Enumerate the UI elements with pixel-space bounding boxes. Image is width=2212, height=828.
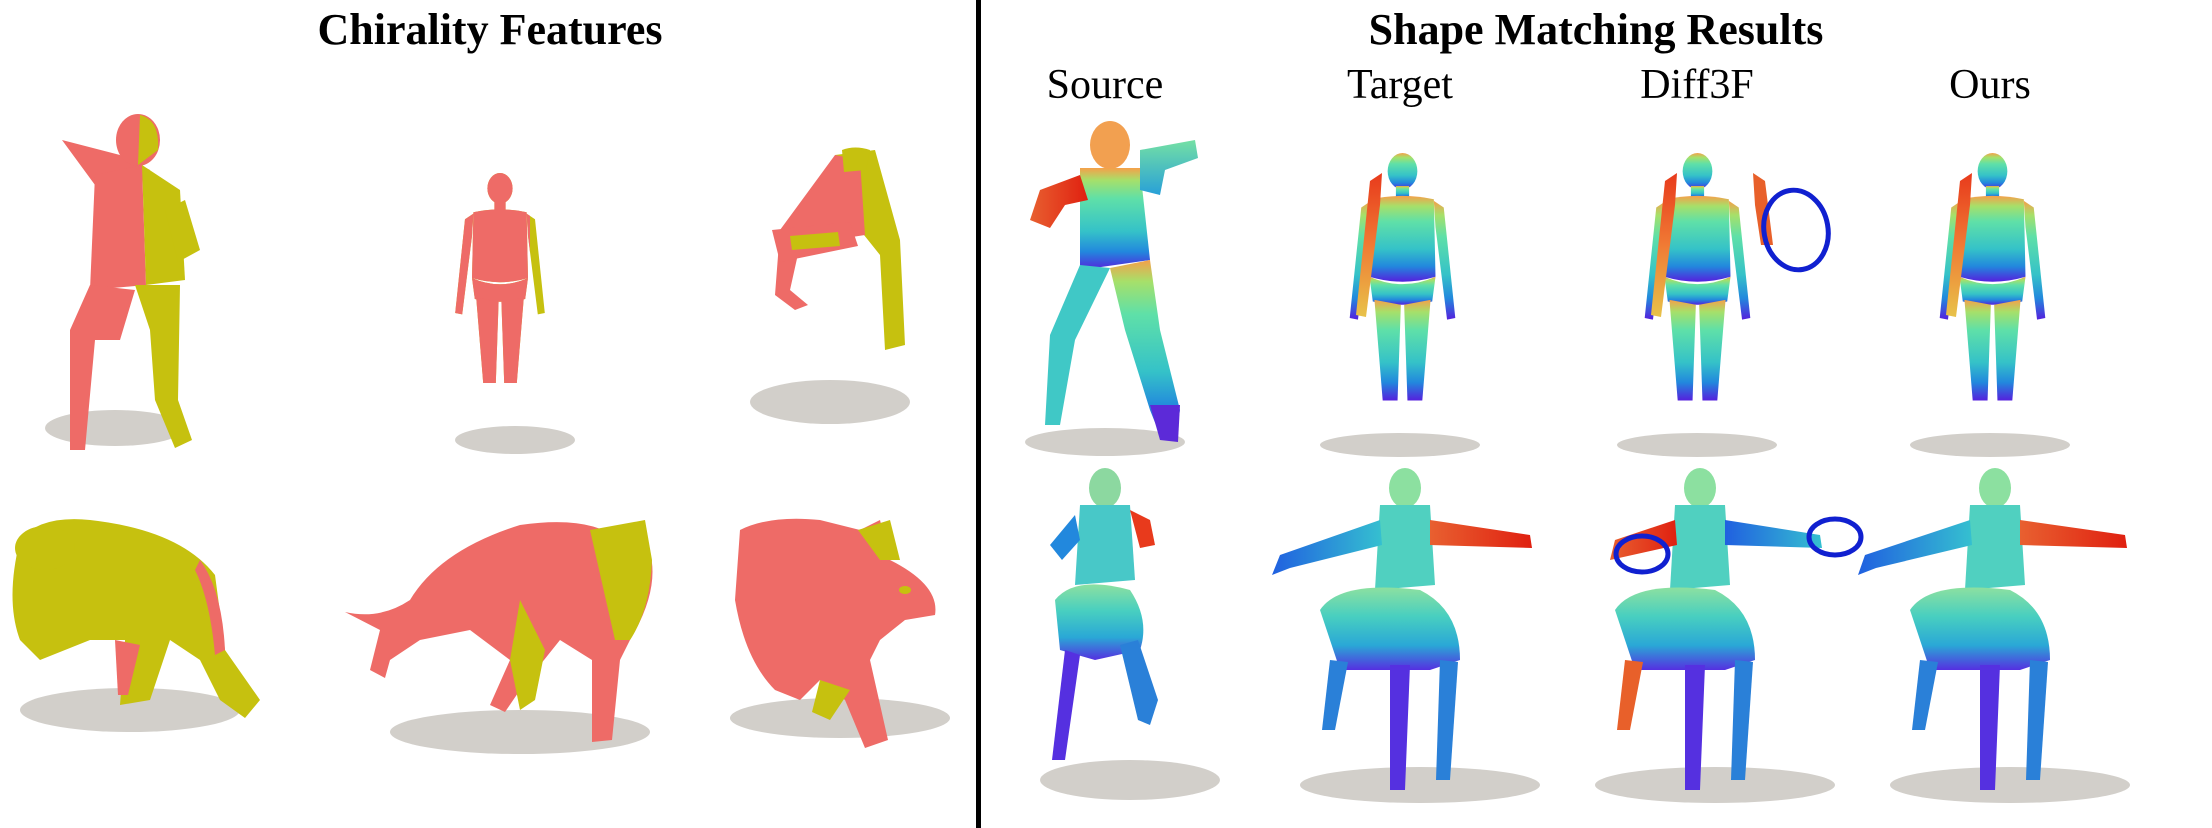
match-ours-human bbox=[1940, 153, 2046, 401]
match-ours-centaur bbox=[1858, 468, 2127, 790]
match-target-centaur bbox=[1272, 468, 1532, 790]
column-label-target: Target bbox=[1347, 62, 1453, 108]
panel-divider bbox=[976, 0, 981, 828]
column-label-source: Source bbox=[1046, 62, 1164, 108]
match-diff3f-centaur bbox=[1610, 468, 1822, 790]
match-source-centaur bbox=[1050, 468, 1158, 760]
left-panel-title: Chirality Features bbox=[317, 5, 663, 54]
chirality-standing-human bbox=[455, 173, 545, 383]
match-diff3f-human bbox=[1645, 153, 1773, 401]
chirality-kneeling-legs bbox=[772, 147, 905, 350]
chirality-wolf bbox=[345, 520, 653, 742]
diff3f-error-circles bbox=[1613, 187, 1864, 575]
column-label-ours: Ours bbox=[1949, 62, 2031, 108]
column-label-diff3f: Diff3F bbox=[1640, 62, 1754, 108]
chirality-lion bbox=[12, 519, 260, 718]
match-source-human bbox=[1030, 121, 1198, 442]
match-target-human bbox=[1350, 153, 1456, 401]
right-panel-title: Shape Matching Results bbox=[1368, 5, 1824, 54]
chirality-dancing-human bbox=[62, 114, 200, 450]
matching-shadows-row1 bbox=[1025, 428, 2130, 803]
chirality-shadows bbox=[20, 380, 950, 754]
chirality-cat bbox=[735, 518, 936, 748]
